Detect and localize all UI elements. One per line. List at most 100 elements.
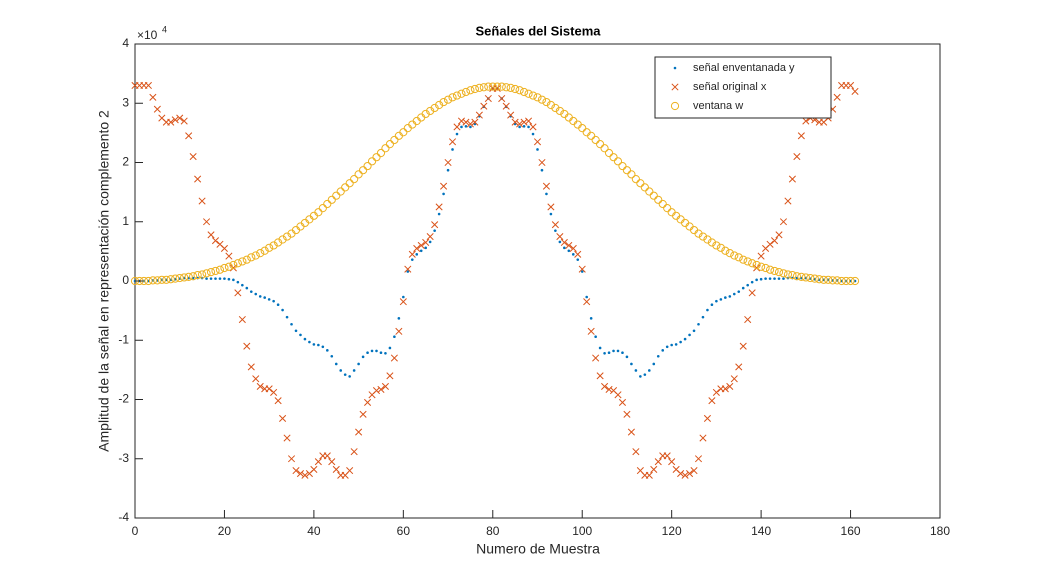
circle-marker (332, 191, 341, 200)
dot-marker (384, 351, 387, 355)
circle-marker (524, 89, 533, 98)
circle-marker (439, 97, 448, 107)
circle-marker (162, 275, 171, 284)
y-axis-label: Amplitud de la señal en representación c… (96, 110, 112, 452)
x-marker (726, 382, 734, 391)
circle-marker (537, 95, 547, 104)
x-marker (390, 354, 398, 362)
circle-marker (211, 266, 220, 276)
dot-marker (540, 168, 544, 172)
x-marker (551, 221, 559, 229)
dot-marker (218, 277, 222, 280)
x-marker (484, 94, 492, 103)
dot-marker (464, 125, 468, 128)
dot-marker (746, 283, 749, 287)
circle-marker (421, 109, 430, 119)
x-marker (314, 458, 322, 466)
dot-marker (258, 295, 262, 298)
dot-marker (428, 240, 432, 244)
dot-marker (621, 351, 624, 354)
x-marker (645, 471, 653, 479)
circle-marker (189, 272, 198, 281)
dot-marker (580, 270, 584, 273)
dot-marker (518, 125, 521, 129)
x-marker (511, 118, 519, 126)
legend: señal enventanada y señal original x venta… (654, 56, 832, 119)
dot-marker (643, 373, 647, 376)
dot-marker (379, 351, 383, 354)
dot-marker (585, 295, 588, 299)
circle-marker (282, 232, 292, 241)
y-tick-label: 4 (122, 36, 129, 50)
circle-marker (206, 268, 216, 277)
x-marker (153, 105, 161, 113)
x-marker (605, 385, 613, 393)
x-marker (310, 465, 318, 473)
dot-marker (339, 369, 343, 372)
dot-marker (656, 354, 660, 358)
circle-marker (828, 276, 837, 285)
x-marker (583, 298, 591, 306)
circle-marker (703, 235, 712, 244)
dot-marker (545, 192, 548, 196)
x-marker (516, 120, 524, 128)
x-marker (556, 233, 564, 241)
dot-marker (567, 249, 571, 253)
x-marker (471, 118, 479, 126)
circle-marker (435, 100, 444, 110)
circle-marker (457, 89, 466, 98)
circle-marker (484, 82, 493, 91)
x-marker (457, 117, 466, 125)
circle-marker (806, 273, 815, 283)
circle-marker (256, 249, 265, 258)
x-marker (681, 471, 689, 479)
circle-marker (358, 166, 368, 175)
circle-marker (819, 275, 828, 284)
dot-marker (272, 299, 275, 303)
x-marker (453, 123, 461, 131)
circle-marker (493, 82, 502, 91)
x-marker (225, 252, 233, 260)
circle-marker (631, 174, 640, 184)
x-marker (694, 455, 703, 463)
x-marker (408, 250, 416, 258)
y-tick-label: 0 (122, 273, 129, 287)
circle-marker (757, 262, 766, 271)
circle-marker (649, 191, 658, 200)
circle-marker (242, 255, 251, 264)
circle-marker (761, 263, 770, 273)
x-marker (601, 382, 609, 391)
dot-marker (281, 308, 284, 312)
x-marker (417, 241, 425, 250)
y-exponent-power: 4 (162, 24, 167, 34)
circle-marker (546, 100, 556, 110)
dot-marker (343, 373, 347, 376)
x-marker (328, 458, 336, 466)
x-marker (144, 81, 152, 90)
dot-marker (782, 277, 785, 280)
x-marker (466, 120, 474, 128)
x-marker (198, 197, 206, 205)
circle-marker (448, 93, 457, 102)
dot-marker (397, 317, 401, 320)
circle-marker (850, 276, 860, 286)
circle-marker (716, 243, 725, 252)
circle-marker (712, 241, 721, 250)
circle-marker (247, 253, 256, 262)
dot-marker (554, 229, 557, 232)
x-marker (699, 434, 707, 442)
dot-marker (388, 346, 392, 350)
x-marker (256, 382, 264, 391)
x-marker (287, 455, 296, 463)
x-marker (274, 397, 282, 405)
x-marker (381, 382, 389, 391)
circle-marker (260, 246, 269, 255)
x-marker (270, 388, 278, 396)
dot-marker (263, 296, 266, 299)
x-marker (671, 83, 679, 91)
dot-marker (326, 349, 329, 352)
circle-marker (171, 274, 180, 283)
circle-marker (175, 273, 184, 283)
x-marker (359, 410, 367, 418)
x-tick-label: 120 (662, 524, 682, 538)
